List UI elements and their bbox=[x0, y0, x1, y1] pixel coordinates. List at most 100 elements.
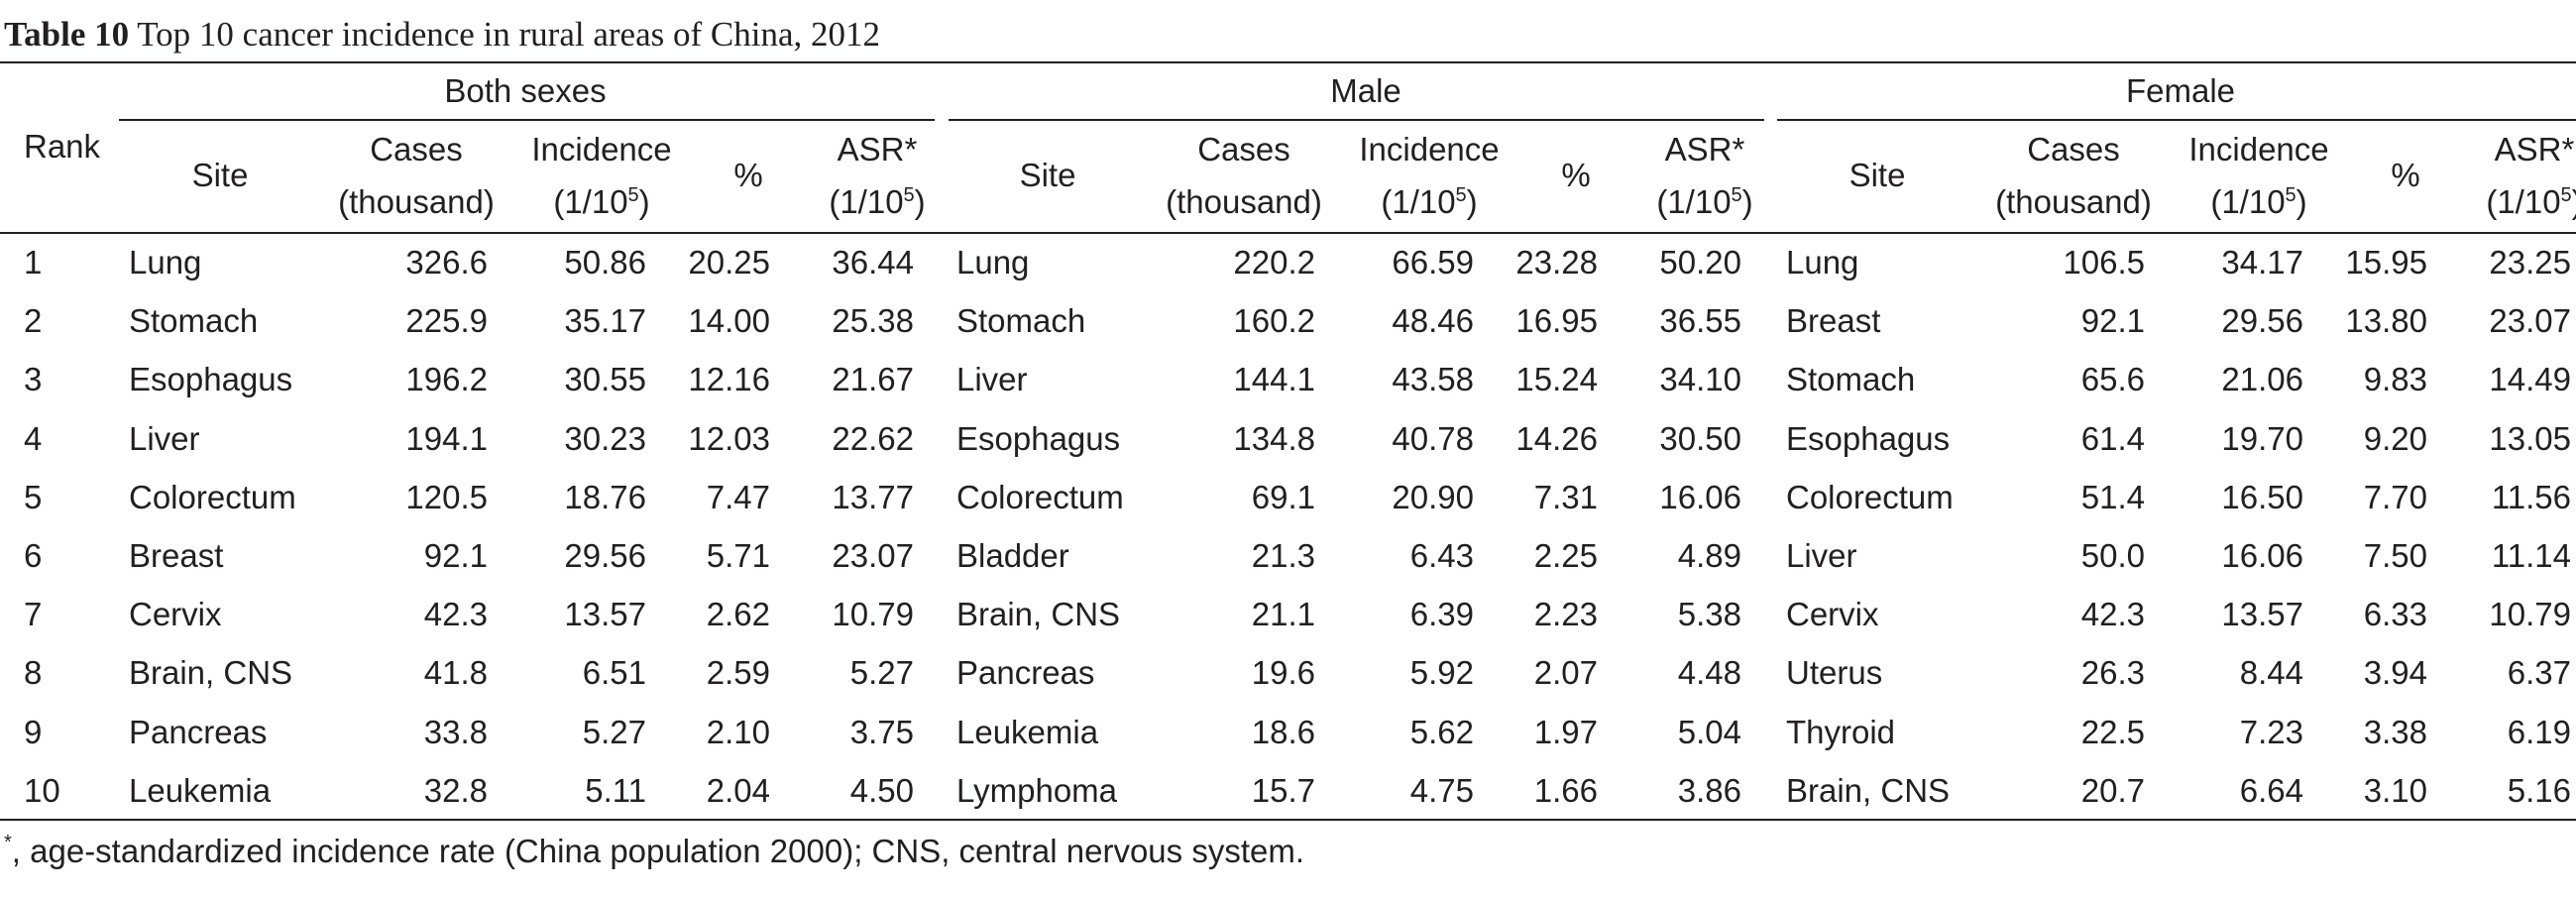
cases-cell: 21.3 bbox=[1251, 537, 1315, 574]
cases-cell: 120.5 bbox=[405, 478, 488, 515]
asr-cell: 10.79 bbox=[2489, 596, 2571, 633]
percent-cell: 2.07 bbox=[1533, 654, 1598, 692]
incidence-cell: 4.75 bbox=[1409, 771, 1474, 809]
asr-cell: 13.77 bbox=[832, 478, 914, 515]
percent-cell: 3.10 bbox=[2363, 771, 2427, 809]
asr-unit-female-sup: 5 bbox=[2560, 184, 2572, 206]
site-cell: Esophagus bbox=[129, 361, 293, 398]
percent-cell: 7.47 bbox=[706, 478, 770, 515]
asr-cell: 14.49 bbox=[2489, 361, 2571, 398]
site-cell: Uterus bbox=[1786, 654, 1883, 692]
site-cell: Esophagus bbox=[1786, 419, 1951, 457]
table-bottom-rule bbox=[0, 819, 2576, 821]
percent-header-both-sexes: % bbox=[733, 157, 763, 193]
cases-cell: 51.4 bbox=[2080, 478, 2145, 515]
site-cell: Leukemia bbox=[129, 771, 272, 809]
percent-cell: 16.95 bbox=[1515, 302, 1598, 340]
incidence-cell: 40.78 bbox=[1392, 419, 1474, 457]
asr-cell: 5.27 bbox=[849, 654, 914, 692]
incidence-cell: 30.55 bbox=[564, 361, 646, 398]
rank-cell: 4 bbox=[24, 419, 43, 457]
percent-cell: 12.03 bbox=[688, 419, 770, 457]
percent-cell: 2.59 bbox=[706, 654, 770, 692]
percent-header-female: % bbox=[2391, 157, 2420, 193]
cases-cell: 106.5 bbox=[2063, 244, 2145, 281]
rank-cell: 10 bbox=[24, 771, 60, 809]
site-cell: Colorectum bbox=[129, 478, 296, 515]
rank-cell: 7 bbox=[24, 596, 43, 633]
asr-cell: 23.07 bbox=[832, 537, 914, 574]
asr-cell: 6.19 bbox=[2507, 713, 2571, 750]
incidence-unit-both-sexes: (1/105) bbox=[503, 182, 701, 222]
site-cell: Stomach bbox=[129, 302, 259, 340]
group-header-female: Female bbox=[2125, 72, 2236, 109]
site-cell: Lymphoma bbox=[956, 771, 1118, 809]
percent-cell: 7.70 bbox=[2363, 478, 2427, 515]
cases-unit-female: (thousand) bbox=[1995, 183, 2152, 220]
asr-cell: 30.50 bbox=[1659, 419, 1741, 457]
percent-cell: 3.38 bbox=[2363, 713, 2427, 750]
incidence-cell: 19.70 bbox=[2221, 419, 2303, 457]
asr-unit-both-sexes-pre: (1/10 bbox=[829, 183, 904, 220]
cases-cell: 69.1 bbox=[1251, 478, 1315, 515]
site-cell: Stomach bbox=[956, 302, 1086, 340]
incidence-cell: 29.56 bbox=[564, 537, 646, 574]
incidence-cell: 16.50 bbox=[2221, 478, 2303, 515]
cases-header-male: Cases bbox=[1197, 131, 1290, 168]
incidence-cell: 20.90 bbox=[1392, 478, 1474, 515]
percent-cell: 14.00 bbox=[688, 302, 770, 340]
site-cell: Pancreas bbox=[956, 654, 1095, 692]
percent-cell: 2.25 bbox=[1533, 537, 1598, 574]
asr-unit-both-sexes: (1/105) bbox=[808, 182, 947, 222]
percent-cell: 2.04 bbox=[706, 771, 770, 809]
asr-cell: 4.48 bbox=[1677, 654, 1741, 692]
asr-cell: 3.86 bbox=[1677, 771, 1741, 809]
rank-cell: 6 bbox=[24, 537, 43, 574]
incidence-cell: 35.17 bbox=[564, 302, 646, 340]
asr-cell: 36.55 bbox=[1659, 302, 1741, 340]
percent-cell: 14.26 bbox=[1515, 419, 1598, 457]
asr-cell: 11.14 bbox=[2491, 537, 2571, 574]
asr-cell: 23.25 bbox=[2489, 244, 2571, 281]
incidence-header-both-sexes: Incidence bbox=[531, 131, 672, 168]
incidence-cell: 6.39 bbox=[1409, 596, 1474, 633]
percent-cell: 15.24 bbox=[1515, 361, 1598, 398]
asr-unit-female-pre: (1/10 bbox=[2486, 183, 2561, 220]
cases-cell: 41.8 bbox=[423, 654, 488, 692]
asr-cell: 22.62 bbox=[832, 419, 914, 457]
incidence-cell: 29.56 bbox=[2221, 302, 2303, 340]
site-cell: Cervix bbox=[1786, 596, 1879, 633]
asr-cell: 6.37 bbox=[2507, 654, 2571, 692]
rank-cell: 5 bbox=[24, 478, 43, 515]
incidence-unit-male-pre: (1/10 bbox=[1381, 183, 1456, 220]
cases-cell: 20.7 bbox=[2080, 771, 2145, 809]
site-cell: Stomach bbox=[1786, 361, 1916, 398]
cases-cell: 18.6 bbox=[1251, 713, 1315, 750]
asr-header-male: ASR* bbox=[1664, 131, 1745, 168]
group-rule-male bbox=[949, 119, 1764, 121]
cases-cell: 50.0 bbox=[2080, 537, 2145, 574]
cases-cell: 65.6 bbox=[2080, 361, 2145, 398]
percent-cell: 12.16 bbox=[688, 361, 770, 398]
asr-cell: 36.44 bbox=[832, 244, 914, 281]
percent-cell: 3.94 bbox=[2363, 654, 2427, 692]
site-cell: Leukemia bbox=[956, 713, 1099, 750]
top-rule bbox=[0, 61, 2576, 63]
site-cell: Lung bbox=[956, 244, 1030, 281]
site-cell: Brain, CNS bbox=[956, 596, 1121, 633]
cases-header-both-sexes: Cases bbox=[370, 131, 463, 168]
incidence-cell: 6.43 bbox=[1409, 537, 1474, 574]
incidence-unit-female: (1/105) bbox=[2160, 182, 2358, 222]
incidence-cell: 6.51 bbox=[582, 654, 646, 692]
incidence-cell: 5.27 bbox=[582, 713, 646, 750]
asr-cell: 5.38 bbox=[1677, 596, 1741, 633]
cases-cell: 15.7 bbox=[1251, 771, 1315, 809]
asr-unit-male-post: ) bbox=[1741, 183, 1753, 220]
percent-cell: 9.20 bbox=[2363, 419, 2427, 457]
cases-unit-male: (thousand) bbox=[1166, 183, 1322, 220]
percent-cell: 6.33 bbox=[2363, 596, 2427, 633]
site-cell: Colorectum bbox=[956, 478, 1124, 515]
percent-cell: 23.28 bbox=[1515, 244, 1598, 281]
site-header-both-sexes: Site bbox=[191, 157, 249, 193]
asr-cell: 5.04 bbox=[1677, 713, 1741, 750]
